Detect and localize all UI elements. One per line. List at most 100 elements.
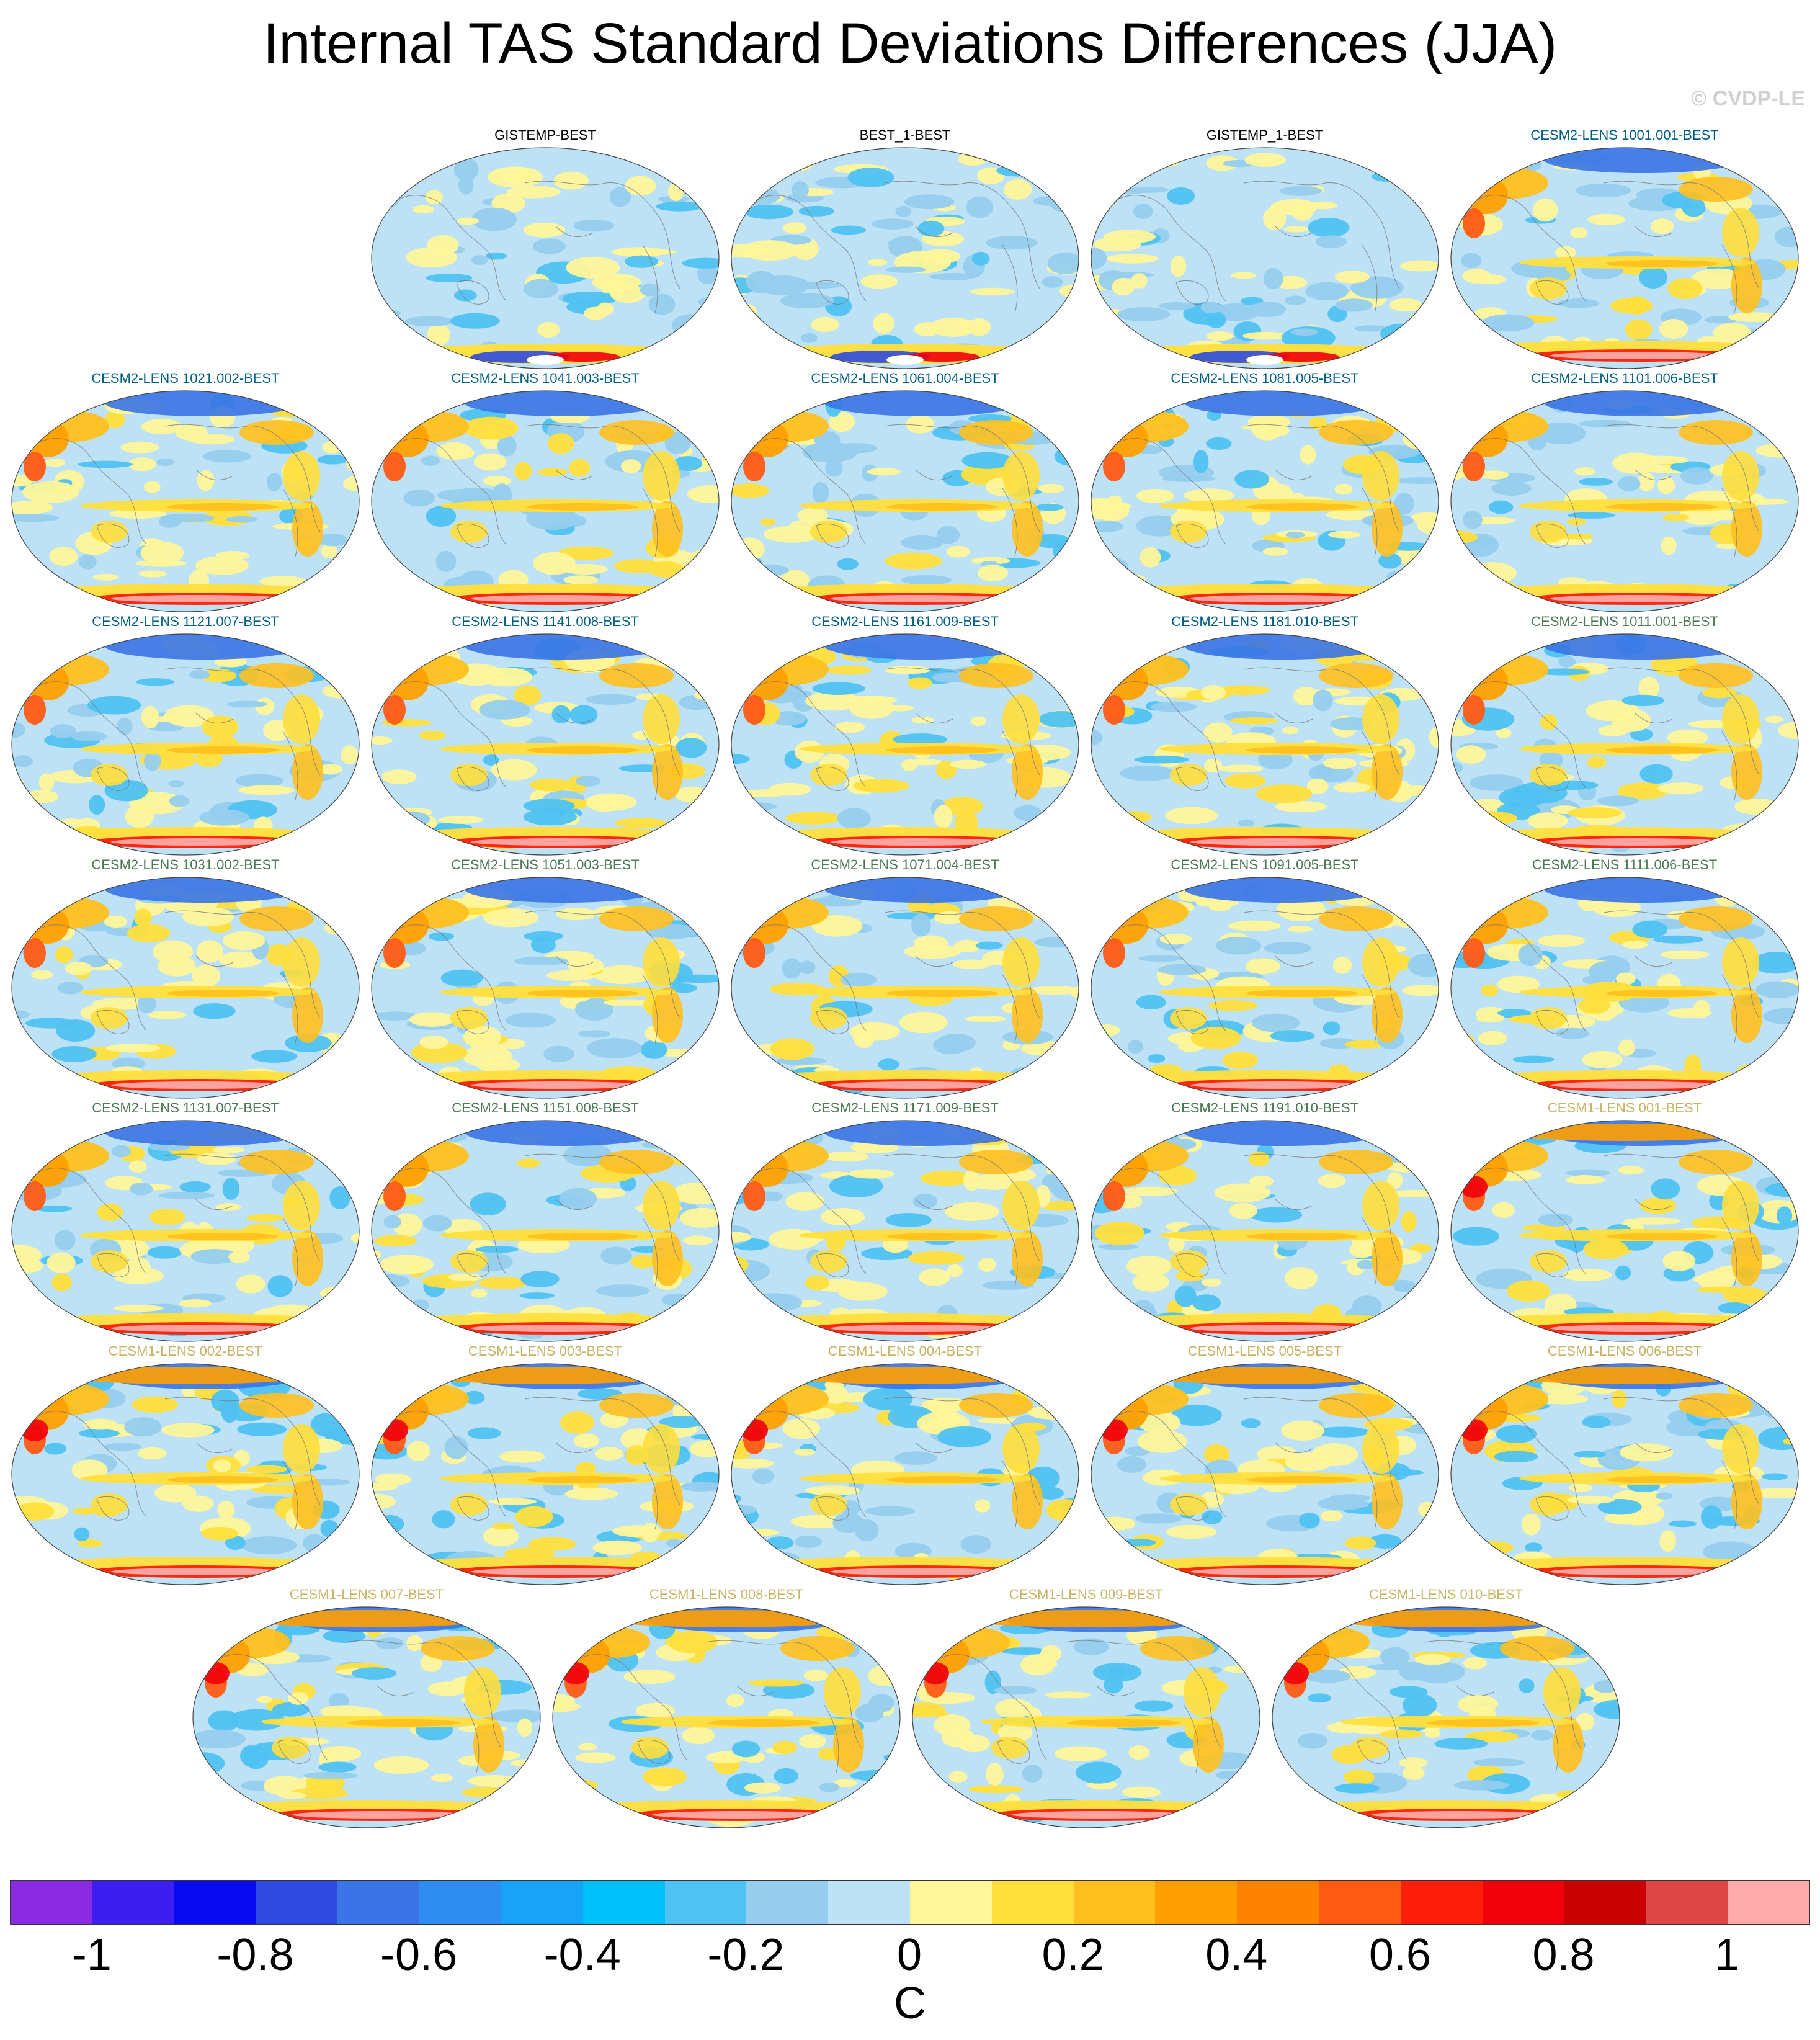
colorbar-unit-label: C xyxy=(894,1979,926,2028)
map-panel: CESM2-LENS 1191.010-BEST xyxy=(1089,1100,1440,1343)
map-panel-label: CESM2-LENS 1061.004-BEST xyxy=(811,370,999,386)
map-panel: CESM1-LENS 004-BEST xyxy=(729,1343,1081,1586)
colorbar-swatch xyxy=(582,1881,665,1924)
map-panel-label: CESM1-LENS 002-BEST xyxy=(108,1343,263,1359)
global-anomaly-map xyxy=(192,1606,541,1828)
map-panel: CESM1-LENS 008-BEST xyxy=(551,1586,902,1830)
map-panel-label: CESM2-LENS 1091.005-BEST xyxy=(1171,857,1359,872)
global-anomaly-map xyxy=(1450,633,1799,856)
colorbar-swatch xyxy=(1155,1881,1238,1924)
map-panel: CESM2-LENS 1021.002-BEST xyxy=(10,370,361,614)
map-panel-label: CESM1-LENS 004-BEST xyxy=(827,1343,983,1359)
colorbar-swatch xyxy=(909,1881,992,1924)
copyright-watermark: © CVDP-LE xyxy=(1691,87,1805,110)
map-panel: CESM2-LENS 1141.008-BEST xyxy=(370,614,721,857)
colorbar-swatch xyxy=(256,1881,338,1924)
global-anomaly-map xyxy=(1091,147,1439,369)
colorbar-swatch xyxy=(1482,1881,1564,1924)
map-panel: GISTEMP_1-BEST xyxy=(1089,127,1440,370)
map-panel: CESM2-LENS 1111.006-BEST xyxy=(1449,857,1800,1100)
map-panel: CESM2-LENS 1011.001-BEST xyxy=(1449,614,1800,857)
global-anomaly-map xyxy=(1272,1606,1620,1828)
global-anomaly-map xyxy=(11,1363,360,1585)
colorbar-tick-label: 1 xyxy=(1715,1930,1740,1980)
map-panel-label: CESM2-LENS 1141.008-BEST xyxy=(452,614,639,629)
global-anomaly-map xyxy=(1091,390,1439,612)
map-panel: CESM1-LENS 006-BEST xyxy=(1449,1343,1800,1586)
global-anomaly-map xyxy=(731,877,1079,1099)
colorbar-swatch xyxy=(1073,1881,1156,1924)
global-anomaly-map xyxy=(731,1120,1079,1342)
colorbar-tick-label: -0.8 xyxy=(216,1930,294,1980)
colorbar-swatch xyxy=(1319,1881,1401,1924)
map-panel-label: CESM2-LENS 1001.001-BEST xyxy=(1530,127,1719,143)
map-panel: CESM1-LENS 003-BEST xyxy=(370,1343,721,1586)
colorbar-tick-label: -0.2 xyxy=(707,1930,785,1980)
global-anomaly-map xyxy=(11,390,360,612)
figure-title: Internal TAS Standard Deviations Differe… xyxy=(262,12,1558,75)
map-panel-label: CESM2-LENS 1181.010-BEST xyxy=(1171,614,1358,629)
colorbar-swatch xyxy=(828,1881,910,1924)
map-panel-label: CESM2-LENS 1051.003-BEST xyxy=(451,857,640,872)
map-panel-label: CESM2-LENS 1031.002-BEST xyxy=(91,857,280,872)
global-anomaly-map xyxy=(552,1606,901,1828)
map-panel-label: CESM2-LENS 1081.005-BEST xyxy=(1171,370,1359,386)
map-panel-label: CESM2-LENS 1071.004-BEST xyxy=(811,857,999,872)
map-panel: CESM2-LENS 1171.009-BEST xyxy=(729,1100,1081,1343)
map-panel-label: CESM1-LENS 005-BEST xyxy=(1187,1343,1342,1359)
global-anomaly-map xyxy=(912,1606,1260,1828)
colorbar-swatch xyxy=(501,1881,583,1924)
map-panel-label: BEST_1-BEST xyxy=(859,127,951,143)
colorbar-swatch xyxy=(337,1881,420,1924)
map-panel-label: CESM2-LENS 1131.007-BEST xyxy=(92,1100,279,1116)
map-panel-label: CESM2-LENS 1121.007-BEST xyxy=(92,614,279,629)
global-anomaly-map xyxy=(371,877,720,1099)
colorbar-tick-label: 0.6 xyxy=(1368,1930,1431,1980)
map-panel-label: CESM1-LENS 008-BEST xyxy=(649,1586,804,1602)
map-panel: CESM2-LENS 1041.003-BEST xyxy=(370,370,721,614)
map-panel: CESM2-LENS 1181.010-BEST xyxy=(1089,614,1440,857)
map-panel: CESM1-LENS 002-BEST xyxy=(10,1343,361,1586)
global-anomaly-map xyxy=(1450,1120,1799,1342)
global-anomaly-map xyxy=(371,633,720,856)
map-panel: CESM2-LENS 1081.005-BEST xyxy=(1089,370,1440,614)
map-panel: CESM1-LENS 005-BEST xyxy=(1089,1343,1440,1586)
map-panel: GISTEMP-BEST xyxy=(370,127,721,370)
map-panel-label: CESM2-LENS 1191.010-BEST xyxy=(1171,1100,1358,1116)
colorbar-swatch xyxy=(174,1881,256,1924)
map-panel: CESM2-LENS 1131.007-BEST xyxy=(10,1100,361,1343)
map-panel-label: CESM1-LENS 003-BEST xyxy=(468,1343,623,1359)
colorbar-swatch xyxy=(1400,1881,1483,1924)
global-anomaly-map xyxy=(11,633,360,856)
map-panel-label: CESM2-LENS 1151.008-BEST xyxy=(452,1100,639,1116)
map-panel: BEST_1-BEST xyxy=(729,127,1081,370)
global-anomaly-map xyxy=(1450,147,1799,369)
global-anomaly-map xyxy=(731,1363,1079,1585)
map-panel: CESM1-LENS 010-BEST xyxy=(1270,1586,1621,1830)
global-anomaly-map xyxy=(1450,877,1799,1099)
map-panel: CESM2-LENS 1161.009-BEST xyxy=(729,614,1081,857)
map-panel-label: CESM2-LENS 1161.009-BEST xyxy=(811,614,999,629)
global-anomaly-map xyxy=(1091,1363,1439,1585)
global-anomaly-map xyxy=(1091,877,1439,1099)
map-panel: CESM2-LENS 1051.003-BEST xyxy=(370,857,721,1100)
global-anomaly-map xyxy=(11,1120,360,1342)
global-anomaly-map xyxy=(1450,390,1799,612)
global-anomaly-map xyxy=(1450,1363,1799,1585)
colorbar xyxy=(10,1880,1810,1925)
map-panel-label: CESM2-LENS 1111.006-BEST xyxy=(1532,857,1718,872)
map-panel: CESM1-LENS 009-BEST xyxy=(911,1586,1262,1830)
colorbar-swatch xyxy=(746,1881,829,1924)
map-panel-label: GISTEMP_1-BEST xyxy=(1206,127,1324,143)
map-panel: CESM2-LENS 1071.004-BEST xyxy=(729,857,1081,1100)
colorbar-swatch xyxy=(92,1881,174,1924)
colorbar-tick-label: 0.2 xyxy=(1042,1930,1104,1980)
colorbar-swatch xyxy=(664,1881,747,1924)
colorbar-swatch xyxy=(991,1881,1074,1924)
colorbar-tick-labels: -1 -0.8 -0.6 -0.4 -0.2 0 0.2 0.4 0.6 0.8 1 xyxy=(0,1930,1820,1985)
map-panel-label: CESM1-LENS 006-BEST xyxy=(1547,1343,1702,1359)
map-panel: CESM2-LENS 1101.006-BEST xyxy=(1449,370,1800,614)
map-panel: CESM2-LENS 1031.002-BEST xyxy=(10,857,361,1100)
global-anomaly-map xyxy=(731,633,1079,856)
map-panel: CESM1-LENS 001-BEST xyxy=(1449,1100,1800,1343)
